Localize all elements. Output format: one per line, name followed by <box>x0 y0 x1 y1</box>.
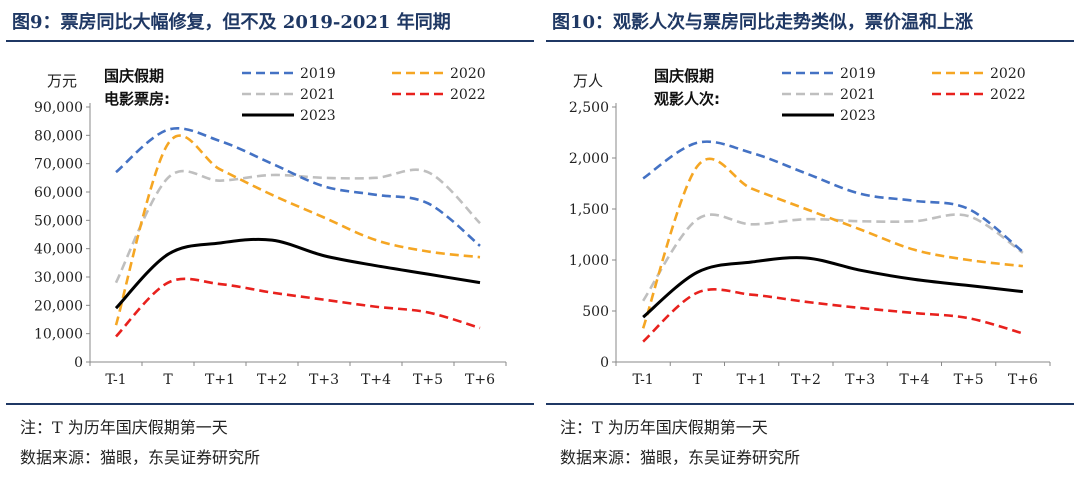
series-line-2020 <box>641 157 1024 329</box>
x-tick-label: T+5 <box>413 372 443 388</box>
footer-rule <box>6 403 534 405</box>
y-tick-label: 500 <box>582 304 609 320</box>
legend-label-2022: 2022 <box>990 87 1026 103</box>
legend-label-2021: 2021 <box>840 87 876 103</box>
legend-label-2020: 2020 <box>990 66 1026 82</box>
y-axis-unit: 万人 <box>573 72 603 90</box>
y-tick-label: 90,000 <box>34 100 83 116</box>
y-tick-label: 0 <box>74 355 83 371</box>
chart-panel-box-office: 图9：票房同比大幅修复，但不及 2019-2021 年同期 万元 0 10,000 2… <box>6 0 534 478</box>
series-line-2022 <box>642 288 1024 343</box>
chart-panel-admissions: 图10：观影人次与票房同比走势类似，票价温和上涨 万人 0 500 1,000 1,50… <box>546 0 1074 478</box>
legend-label-2023: 2023 <box>840 108 876 124</box>
x-tick-label: T-1 <box>633 372 654 388</box>
y-tick-label: 1,000 <box>569 253 609 269</box>
series-line-2021 <box>114 168 481 284</box>
y-tick-label: 2,500 <box>569 100 609 116</box>
y-tick-label: 1,500 <box>569 202 609 218</box>
legend-label-2021: 2021 <box>300 87 336 103</box>
series-line-2023 <box>642 256 1024 319</box>
legend-title: 国庆假期 <box>104 67 164 85</box>
legend-label-2022: 2022 <box>450 87 486 103</box>
x-tick-label: T <box>163 372 173 388</box>
series-line-2020 <box>114 134 481 326</box>
legend-title: 观影人次: <box>654 90 720 108</box>
footer-rule <box>546 403 1074 405</box>
y-tick-label: 20,000 <box>34 298 83 314</box>
data-source: 数据来源：猫眼，东吴证券研究所 <box>560 448 801 467</box>
box-office-line-chart: 万元 0 10,000 20,000 30,000 40,000 50,000 60,000 7… <box>34 66 507 388</box>
legend-title: 电影票房: <box>104 90 170 108</box>
series-line-2022 <box>115 277 481 338</box>
x-tick-label: T+5 <box>954 372 984 388</box>
y-tick-label: 0 <box>600 355 609 371</box>
y-tick-label: 80,000 <box>34 128 83 144</box>
y-tick-label: 60,000 <box>34 185 83 201</box>
x-tick-label: T+3 <box>309 372 339 388</box>
chart-title: 图10：观影人次与票房同比走势类似，票价温和上涨 <box>552 12 974 33</box>
data-source: 数据来源：猫眼，东吴证券研究所 <box>20 448 261 467</box>
title-rule <box>6 40 534 42</box>
x-tick-label: T+2 <box>257 372 287 388</box>
x-tick-label: T+4 <box>899 372 929 388</box>
x-tick-label: T+1 <box>205 372 235 388</box>
y-axis-unit: 万元 <box>47 72 77 90</box>
admissions-line-chart: 万人 0 500 1,000 1,500 2,000 2,500 T-1 T T+1 T+2 T+3 T… <box>569 66 1051 388</box>
x-tick-label: T <box>693 372 703 388</box>
chart-title: 图9：票房同比大幅修复，但不及 2019-2021 年同期 <box>12 12 451 33</box>
legend-title: 国庆假期 <box>654 67 714 85</box>
footnote: 注：T 为历年国庆假期第一天 <box>560 418 768 437</box>
x-tick-label: T+1 <box>737 372 767 388</box>
title-rule <box>546 40 1074 42</box>
x-tick-label: T+4 <box>361 372 391 388</box>
series-line-2019 <box>115 127 481 247</box>
series-line-2019 <box>642 140 1024 253</box>
legend-label-2020: 2020 <box>450 66 486 82</box>
x-tick-label: T+6 <box>465 372 495 388</box>
y-tick-label: 10,000 <box>34 327 83 343</box>
y-tick-label: 30,000 <box>34 270 83 286</box>
y-tick-label: 50,000 <box>34 213 83 229</box>
series-line-2023 <box>114 237 481 310</box>
x-tick-label: T+2 <box>791 372 821 388</box>
legend-label-2019: 2019 <box>840 66 876 82</box>
x-tick-label: T+3 <box>845 372 875 388</box>
y-tick-label: 2,000 <box>569 151 609 167</box>
footnote: 注：T 为历年国庆假期第一天 <box>20 418 228 437</box>
y-tick-label: 40,000 <box>34 242 83 258</box>
series-line-2021 <box>642 213 1024 302</box>
x-tick-label: T+6 <box>1008 372 1038 388</box>
legend-label-2019: 2019 <box>300 66 336 82</box>
y-tick-label: 70,000 <box>34 157 83 173</box>
legend-label-2023: 2023 <box>300 108 336 124</box>
x-tick-label: T-1 <box>105 372 126 388</box>
